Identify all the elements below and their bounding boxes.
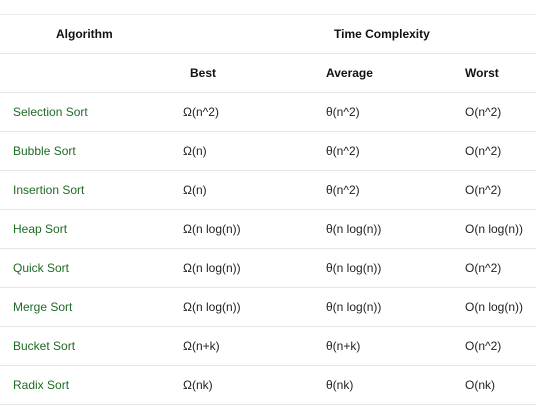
header-average: Average (312, 53, 451, 93)
table-row: Radix Sort Ω(nk) θ(nk) O(nk) (0, 365, 536, 405)
average-case: θ(n^2) (312, 131, 451, 171)
best-case: Ω(n^2) (169, 92, 312, 132)
table-row: Selection Sort Ω(n^2) θ(n^2) O(n^2) (0, 92, 536, 132)
average-case: θ(n^2) (312, 170, 451, 210)
header-row-1: Algorithm Time Complexity (0, 14, 536, 54)
table-body: Selection Sort Ω(n^2) θ(n^2) O(n^2) Bubb… (0, 92, 536, 405)
best-case: Ω(n log(n)) (169, 209, 312, 249)
best-case: Ω(n+k) (169, 326, 312, 366)
average-case: θ(n+k) (312, 326, 451, 366)
algorithm-name: Merge Sort (0, 287, 169, 327)
algorithm-name: Selection Sort (0, 92, 169, 132)
best-case: Ω(n log(n)) (169, 248, 312, 288)
algorithm-name: Radix Sort (0, 365, 169, 405)
average-case: θ(n^2) (312, 92, 451, 132)
header-row-2: Best Average Worst (0, 53, 536, 93)
worst-case: O(n^2) (451, 92, 536, 132)
worst-case: O(n^2) (451, 131, 536, 171)
worst-case: O(n log(n)) (451, 287, 536, 327)
table-row: Bucket Sort Ω(n+k) θ(n+k) O(n^2) (0, 326, 536, 366)
table-row: Quick Sort Ω(n log(n)) θ(n log(n)) O(n^2… (0, 248, 536, 288)
average-case: θ(nk) (312, 365, 451, 405)
header-empty (0, 53, 169, 93)
table-row: Bubble Sort Ω(n) θ(n^2) O(n^2) (0, 131, 536, 171)
best-case: Ω(n log(n)) (169, 287, 312, 327)
average-case: θ(n log(n)) (312, 248, 451, 288)
algorithm-name: Insertion Sort (0, 170, 169, 210)
header-time-complexity: Time Complexity (169, 14, 536, 54)
average-case: θ(n log(n)) (312, 209, 451, 249)
table-row: Merge Sort Ω(n log(n)) θ(n log(n)) O(n l… (0, 287, 536, 327)
worst-case: O(n log(n)) (451, 209, 536, 249)
best-case: Ω(n) (169, 170, 312, 210)
worst-case: O(n^2) (451, 326, 536, 366)
table-row: Heap Sort Ω(n log(n)) θ(n log(n)) O(n lo… (0, 209, 536, 249)
header-worst: Worst (451, 53, 536, 93)
header-algorithm: Algorithm (0, 14, 169, 54)
worst-case: O(nk) (451, 365, 536, 405)
table-row: Insertion Sort Ω(n) θ(n^2) O(n^2) (0, 170, 536, 210)
best-case: Ω(nk) (169, 365, 312, 405)
algorithm-name: Bubble Sort (0, 131, 169, 171)
table-header: Algorithm Time Complexity Best Average W… (0, 14, 536, 93)
algorithm-name: Bucket Sort (0, 326, 169, 366)
average-case: θ(n log(n)) (312, 287, 451, 327)
header-best: Best (169, 53, 312, 93)
worst-case: O(n^2) (451, 248, 536, 288)
worst-case: O(n^2) (451, 170, 536, 210)
algorithm-name: Heap Sort (0, 209, 169, 249)
algorithm-name: Quick Sort (0, 248, 169, 288)
best-case: Ω(n) (169, 131, 312, 171)
time-complexity-table: Algorithm Time Complexity Best Average W… (0, 14, 536, 405)
